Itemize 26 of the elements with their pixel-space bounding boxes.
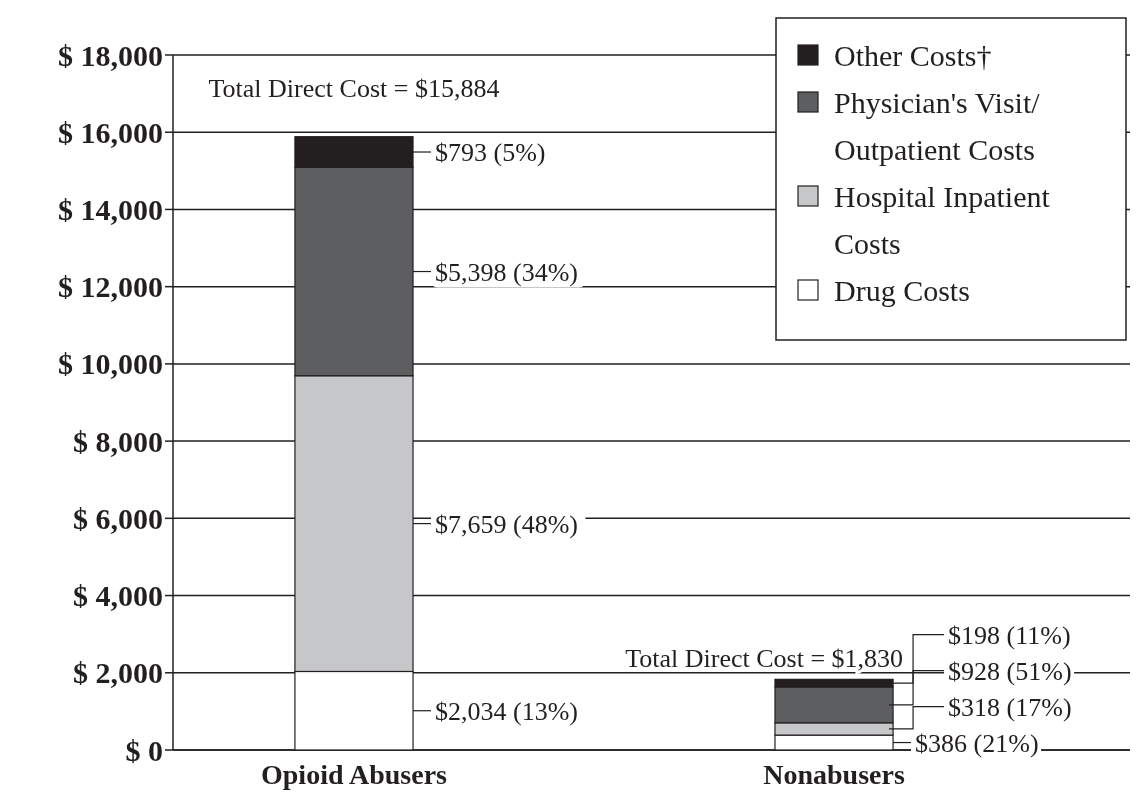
y-tick-label: $ 8,000 xyxy=(73,424,163,458)
y-tick-label: $ 10,000 xyxy=(58,347,163,381)
data-label: $5,398 (34%) xyxy=(435,257,579,287)
legend-label: Drug Costs xyxy=(834,273,970,307)
legend-label: Hospital Inpatient Costs xyxy=(834,179,1051,260)
y-tick-label: $ 6,000 xyxy=(73,501,163,535)
y-tick-label: $ 16,000 xyxy=(58,115,163,149)
x-tick-label: Opioid Abusers xyxy=(261,759,448,790)
data-label: $386 (21%) xyxy=(915,728,1039,758)
legend-label: Other Costs† xyxy=(834,38,992,72)
data-label: $198 (11%) xyxy=(948,620,1071,650)
data-label: $928 (51%) xyxy=(948,656,1072,686)
data-label: $2,034 (13%) xyxy=(435,696,579,726)
x-tick-label: Nonabusers xyxy=(763,759,905,790)
total-label: Total Direct Cost = $15,884 xyxy=(208,73,500,103)
y-tick-label: $ 0 xyxy=(125,733,163,767)
total-label: Total Direct Cost = $1,830 xyxy=(625,644,904,674)
y-tick-label: $ 14,000 xyxy=(58,192,163,226)
data-label: $7,659 (48%) xyxy=(435,509,579,539)
legend-label: Physician's Visit/ Outpatient Costs xyxy=(834,85,1041,166)
y-tick-label: $ 2,000 xyxy=(73,656,163,690)
y-tick-label: $ 12,000 xyxy=(58,270,163,304)
y-tick-label: $ 18,000 xyxy=(58,38,163,72)
y-tick-label: $ 4,000 xyxy=(73,579,163,613)
data-label: $793 (5%) xyxy=(435,138,546,168)
data-label: $318 (17%) xyxy=(948,692,1072,722)
